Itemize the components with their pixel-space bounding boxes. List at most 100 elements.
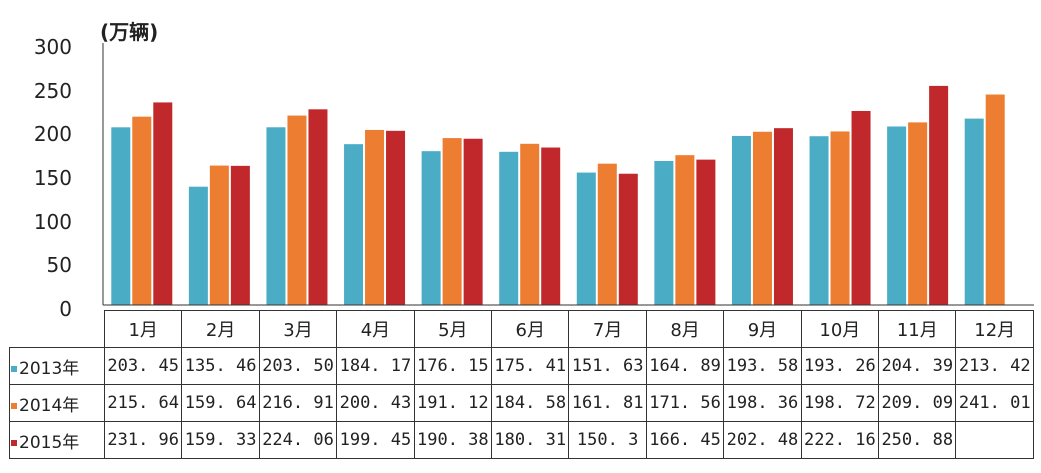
data-label: 161. 81: [568, 384, 647, 422]
table-row: 2014年 215. 64 159. 64 216. 91 200. 43 191. 12…: [9, 384, 1034, 422]
series-label: 2013年: [9, 347, 105, 385]
series-name: 2013年: [19, 358, 80, 379]
data-label: 200. 43: [336, 384, 415, 422]
bar: [597, 163, 617, 305]
bar: [908, 122, 928, 305]
data-label: 198. 36: [723, 384, 802, 422]
bar: [654, 160, 674, 305]
y-tick-label: 250: [33, 78, 72, 103]
bar: [541, 147, 561, 305]
x-category-label: 12月: [955, 310, 1034, 348]
bar: [773, 128, 793, 305]
bar: [985, 94, 1005, 305]
legend-swatch: [11, 439, 17, 446]
x-category-label: 9月: [723, 310, 802, 348]
data-label: 193. 26: [800, 347, 880, 385]
x-category-label: 7月: [568, 310, 647, 348]
x-category-label: 3月: [258, 310, 338, 348]
bar: [929, 85, 949, 305]
x-category-label: 11月: [878, 310, 957, 348]
legend-swatch: [11, 402, 17, 409]
data-label: 193. 58: [723, 347, 802, 385]
data-label: 150. 3: [568, 421, 647, 459]
x-category-label: 6月: [491, 310, 570, 348]
data-label: 198. 72: [800, 384, 880, 422]
y-tick-label: 200: [33, 122, 72, 147]
bar: [287, 115, 307, 305]
bar: [520, 143, 540, 305]
bar: [696, 159, 716, 305]
table-corner: [9, 310, 105, 348]
series-name: 2014年: [19, 395, 80, 416]
data-label: 159. 64: [181, 384, 260, 422]
data-label: 191. 12: [413, 384, 493, 422]
bar: [209, 165, 229, 305]
legend-swatch: [11, 365, 17, 372]
bar: [386, 130, 406, 305]
data-label: 176. 15: [413, 347, 493, 385]
bar: [964, 118, 984, 306]
data-label: 164. 89: [645, 347, 725, 385]
x-category-label: 4月: [336, 310, 415, 348]
data-label: 202. 48: [723, 421, 802, 459]
bar: [463, 138, 483, 305]
bar: [752, 131, 772, 305]
bar: [308, 109, 328, 306]
x-category-label: 5月: [413, 310, 493, 348]
data-label: 224. 06: [258, 421, 338, 459]
data-label: 180. 31: [491, 421, 570, 459]
bar: [830, 131, 850, 305]
bar: [576, 172, 596, 305]
data-label: 184. 58: [491, 384, 570, 422]
data-label: 209. 09: [878, 384, 957, 422]
bar: [153, 102, 173, 305]
bar: [230, 165, 250, 305]
data-label: 184. 17: [336, 347, 415, 385]
data-label: 159. 33: [181, 421, 260, 459]
data-label: 190. 38: [413, 421, 493, 459]
table-row: 2015年 231. 96 159. 33 224. 06 199. 45 190. 38…: [9, 421, 1034, 459]
bar: [731, 135, 751, 305]
data-label: 203. 50: [258, 347, 338, 385]
data-label: [955, 421, 1034, 459]
table-row: 2013年 203. 45 135. 46 203. 50 184. 17 176. 15…: [9, 347, 1034, 385]
y-tick-label: 150: [33, 166, 72, 190]
data-label: 231. 96: [103, 421, 183, 459]
bar: [851, 110, 871, 305]
bar: [499, 151, 519, 305]
data-label: 216. 91: [258, 384, 338, 422]
bar: [365, 129, 385, 305]
x-category-label: 8月: [645, 310, 725, 348]
data-label: 175. 41: [491, 347, 570, 385]
bar-chart: [102, 43, 1034, 306]
y-tick-label: 100: [33, 209, 72, 234]
data-label: 213. 42: [955, 347, 1034, 385]
data-label: 203. 45: [103, 347, 183, 385]
y-tick-label: 50: [46, 253, 72, 278]
data-label: 151. 63: [568, 347, 647, 385]
bar: [344, 144, 364, 305]
data-label: 215. 64: [103, 384, 183, 422]
data-label: 166. 45: [645, 421, 725, 459]
x-category-label: 1月: [103, 310, 183, 348]
bar: [132, 116, 152, 305]
bar: [421, 151, 441, 305]
data-label: 199. 45: [336, 421, 415, 459]
data-label: 204. 39: [878, 347, 957, 385]
bar: [266, 127, 286, 305]
data-label: 135. 46: [181, 347, 260, 385]
data-table: 1月 2月 3月 4月 5月 6月 7月 8月 9月 10月 11月 12月 2013年 203. 45 1…: [9, 310, 1034, 459]
bars-group: [111, 85, 1005, 306]
series-label: 2014年: [9, 384, 105, 422]
bar: [111, 127, 131, 305]
table-header-row: 1月 2月 3月 4月 5月 6月 7月 8月 9月 10月 11月 12月: [9, 310, 1034, 348]
data-label: 171. 56: [645, 384, 725, 422]
series-name: 2015年: [19, 432, 80, 453]
x-category-label: 2月: [181, 310, 260, 348]
bar: [188, 186, 208, 305]
bar: [675, 155, 695, 305]
bar: [618, 173, 638, 305]
bar: [809, 136, 829, 305]
series-label: 2015年: [9, 421, 105, 459]
data-label: 250. 88: [878, 421, 957, 459]
